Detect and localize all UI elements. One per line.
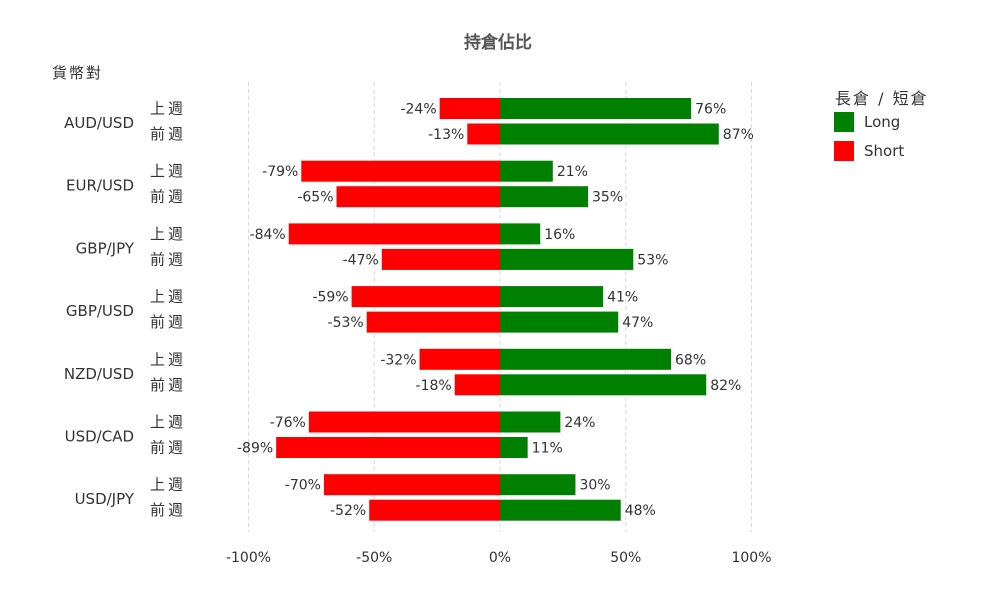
data-label-long: 30% xyxy=(579,478,610,494)
bar-short xyxy=(308,411,500,433)
legend-label: Short xyxy=(864,142,904,160)
bar-short xyxy=(369,499,500,521)
period-label: 前週 xyxy=(150,439,186,457)
data-label-long: 41% xyxy=(607,290,638,306)
bar-long xyxy=(500,160,553,182)
bar-long xyxy=(500,248,634,270)
bar-long xyxy=(500,411,561,433)
bar-short xyxy=(454,374,500,396)
bar-short xyxy=(276,437,500,458)
data-label-short: -47% xyxy=(343,252,379,268)
data-label-long: 87% xyxy=(723,127,754,143)
bar-long xyxy=(500,223,541,245)
x-tick-label: -50% xyxy=(356,550,392,566)
bar-short xyxy=(467,123,500,145)
legend-swatch xyxy=(834,141,854,161)
data-label-short: -79% xyxy=(262,164,298,180)
category-labels: AUD/USD上週前週EUR/USD上週前週GBP/JPY上週前週GBP/USD… xyxy=(64,100,186,520)
data-label-long: 35% xyxy=(592,190,623,206)
bar-short xyxy=(288,223,500,245)
legend-swatch xyxy=(834,112,854,132)
bar-long xyxy=(500,374,707,396)
bar-short xyxy=(336,186,500,208)
data-label-short: -32% xyxy=(380,352,416,368)
chart-title: 持倉佔比 xyxy=(464,32,532,53)
data-label-long: 47% xyxy=(622,315,653,331)
bar-short xyxy=(323,474,500,496)
period-label: 前週 xyxy=(150,376,186,394)
bar-long xyxy=(500,474,576,496)
pair-label: GBP/USD xyxy=(66,302,134,320)
pair-label: NZD/USD xyxy=(64,365,134,383)
period-label: 上週 xyxy=(150,225,186,243)
period-label: 上週 xyxy=(150,413,186,431)
x-tick-label: 0% xyxy=(489,550,511,566)
data-label-long: 16% xyxy=(544,227,575,243)
data-label-long: 11% xyxy=(532,441,563,457)
bar-short xyxy=(381,248,500,270)
x-tick-label: -100% xyxy=(226,550,271,566)
bar-long xyxy=(500,98,692,119)
bar-long xyxy=(500,286,604,308)
bar-short xyxy=(366,311,500,333)
data-label-short: -53% xyxy=(328,315,364,331)
period-label: 上週 xyxy=(150,476,186,494)
bar-long xyxy=(500,311,619,333)
data-label-long: 21% xyxy=(557,164,588,180)
pair-label: AUD/USD xyxy=(64,114,134,132)
data-label-long: 68% xyxy=(675,352,706,368)
legend-label: Long xyxy=(864,113,900,131)
period-label: 上週 xyxy=(150,162,186,180)
bars: 76% -24% 87% -13% 21% -79% 35% -65% 16% -84% 53% -4… xyxy=(237,98,754,521)
bar-long xyxy=(500,186,589,208)
legend: 長倉 / 短倉 Long Short xyxy=(834,89,929,161)
x-axis-ticks: -100% -50% 0% 50% 100% xyxy=(226,550,772,566)
data-label-long: 53% xyxy=(637,252,668,268)
bar-short xyxy=(301,160,500,182)
period-label: 上週 xyxy=(150,350,186,368)
bar-long xyxy=(500,348,672,370)
data-label-short: -65% xyxy=(297,190,333,206)
period-label: 前週 xyxy=(150,188,186,206)
bar-long xyxy=(500,123,719,145)
pair-label: GBP/JPY xyxy=(76,239,135,257)
bar-long xyxy=(500,499,621,521)
y-axis-title: 貨幣對 xyxy=(52,64,103,82)
data-label-short: -76% xyxy=(270,415,306,431)
data-label-long: 48% xyxy=(625,503,656,519)
period-label: 上週 xyxy=(150,288,186,306)
data-label-short: -70% xyxy=(285,478,321,494)
data-label-short: -52% xyxy=(330,503,366,519)
data-label-short: -59% xyxy=(312,290,348,306)
period-label: 前週 xyxy=(150,250,186,268)
bar-short xyxy=(419,348,500,370)
period-label: 前週 xyxy=(150,501,186,519)
legend-title: 長倉 / 短倉 xyxy=(835,89,929,108)
data-label-long: 82% xyxy=(710,378,741,394)
data-label-short: -13% xyxy=(428,127,464,143)
data-label-long: 24% xyxy=(564,415,595,431)
pair-label: USD/JPY xyxy=(75,490,135,508)
x-tick-label: 100% xyxy=(731,550,771,566)
bar-short xyxy=(439,98,500,119)
data-label-short: -84% xyxy=(250,227,286,243)
bar-long xyxy=(500,437,528,458)
period-label: 前週 xyxy=(150,313,186,331)
data-label-short: -24% xyxy=(400,102,436,118)
bar-short xyxy=(351,286,500,308)
data-label-long: 76% xyxy=(695,102,726,118)
period-label: 前週 xyxy=(150,125,186,143)
pair-label: USD/CAD xyxy=(65,428,134,446)
pair-label: EUR/USD xyxy=(66,177,134,195)
x-tick-label: 50% xyxy=(610,550,641,566)
period-label: 上週 xyxy=(150,100,186,118)
data-label-short: -89% xyxy=(237,441,273,457)
data-label-short: -18% xyxy=(416,378,452,394)
